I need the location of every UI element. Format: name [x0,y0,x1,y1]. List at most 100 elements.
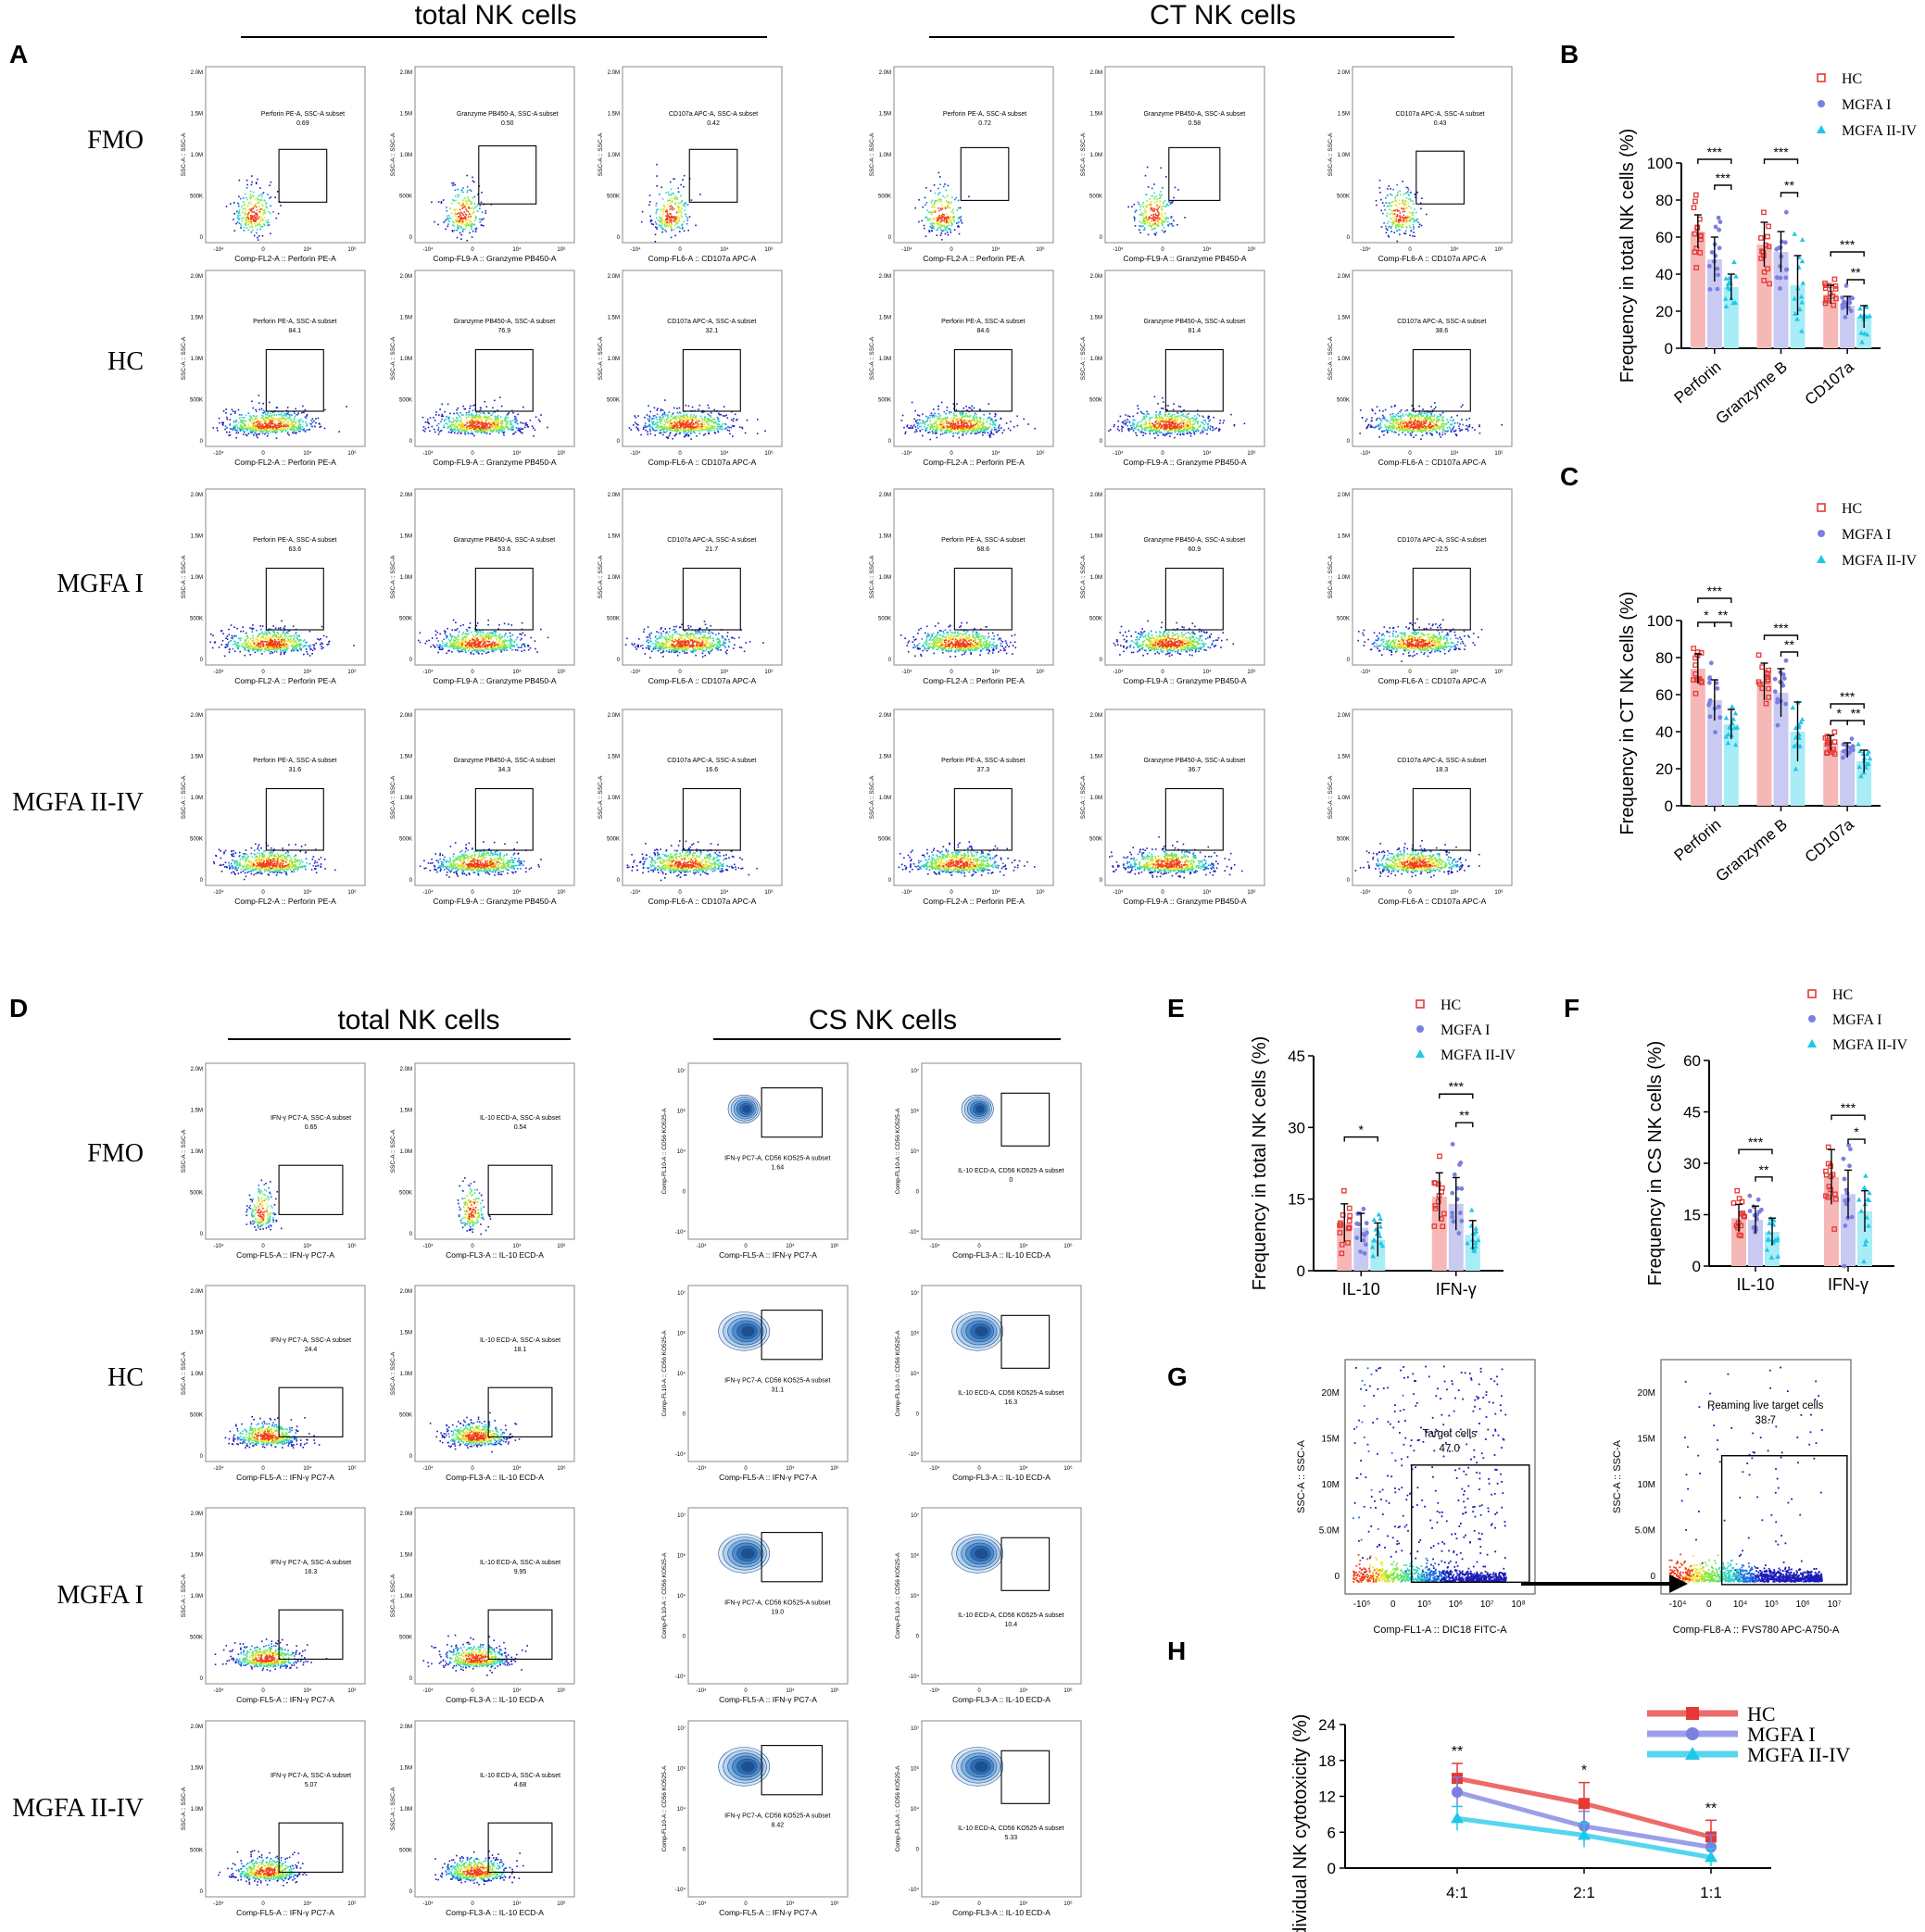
flow-x-tick: 10⁴ [1202,889,1212,896]
flow-x-tick: -10⁴ [630,450,641,457]
significance-bracket [1714,621,1732,627]
flow-x-tick: 0 [1408,451,1412,457]
significance-bracket [1343,1135,1378,1142]
contour-y-tick: 0 [683,1635,686,1640]
contour-y-tick: 10⁴ [677,1148,686,1155]
contour-y-tick: -10⁴ [675,1674,686,1680]
flow-gate [953,348,1013,412]
flow-x-tick: 0 [471,1901,474,1907]
flow-y-tick: 0 [409,878,413,884]
g-x-tick: 10⁷ [1480,1600,1494,1610]
flow-x-tick: 10⁴ [1202,246,1212,253]
flow-y-tick: 2.0M [608,274,620,280]
contour-y-tick: 10⁷ [911,1512,919,1519]
flow-gate [487,1386,553,1437]
flow-x-tick: 10⁶ [557,1243,566,1249]
flow-y-label: SSC-A :: SSC-A [390,555,396,598]
flow-events [245,1179,283,1231]
y-tick-label: 0 [1665,797,1673,815]
gate-label: IFN-γ PC7-A, CD56 KO525-A subset [724,1156,830,1162]
flow-x-tick: 10⁴ [1202,669,1212,675]
significance-label: * [1704,608,1709,622]
gate-label: IL-10 ECD-A, CD56 KO525-A subset [958,1612,1063,1619]
flow-events [418,619,549,655]
flow-y-label: SSC-A :: SSC-A [390,1129,396,1173]
g-y-label: SSC-A :: SSC-A [1612,1439,1623,1513]
flow-x-tick: 10⁶ [347,1901,357,1907]
flow-y-tick: 1.5M [879,112,891,118]
flow-x-tick: -10⁴ [422,1243,434,1249]
gate-value: 5.33 [1005,1835,1018,1841]
bar-points [1792,231,1806,333]
contour-x-tick: 0 [977,1901,981,1907]
g-x-tick: 0 [1706,1600,1712,1610]
contour-y-tick: 10⁷ [911,1068,919,1074]
gate-label: IFN-γ PC7-A, CD56 KO525-A subset [724,1378,830,1385]
gate-label: CD107a APC-A, SSC-A subset [667,319,756,325]
legend-label: MGFA II-IV [1441,1048,1516,1063]
flow-y-label: SSC-A :: SSC-A [1080,555,1087,598]
flow-y-label: SSC-A :: SSC-A [390,775,396,819]
flow-x-label: Comp-FL2-A :: Perforin PE-A [234,458,336,467]
flow-gate [265,787,324,851]
flow-events [626,840,758,882]
significance-label: ** [1784,637,1794,652]
flow-events [1357,618,1483,662]
flow-x-tick: 0 [1161,247,1164,253]
contour-y-tick: -10⁴ [675,1451,686,1458]
flow-x-tick: -10⁴ [422,1465,434,1472]
contour-y-label: Comp-FL10-A :: CD56 KO525-A [895,1108,901,1195]
legend-marker-hc [1415,999,1425,1009]
flow-y-tick: 1.0M [400,1372,412,1377]
contour-y-tick: 10⁶ [677,1766,686,1773]
flow-y-tick: 1.5M [1338,755,1350,760]
gate-value: 31.1 [772,1387,785,1394]
contour-x-label: Comp-FL3-A :: IL-10 ECD-A [952,1908,1051,1917]
flow-y-tick: 2.0M [400,70,412,76]
bar-mgfa_i [1840,750,1856,806]
contour-y-tick: 10⁶ [911,1766,920,1773]
legend-label: HC [1842,71,1862,87]
h-x-tick-label: 2:1 [1573,1884,1595,1901]
flow-y-tick: 500K [1089,837,1102,843]
h-y-axis-label: Individual NK cytotoxicity (%) [1290,1714,1311,1932]
contour-y-tick: 10⁴ [911,1371,920,1377]
flow-y-label: SSC-A :: SSC-A [181,336,187,380]
h-significance: * [1581,1763,1587,1779]
flow-y-tick: 0 [200,878,204,884]
flow-x-label: Comp-FL9-A :: Granzyme PB450-A [1123,897,1247,906]
x-tick-label: Granzyme B [1712,358,1791,428]
significance-label: *** [1840,237,1856,252]
flow-y-tick: 0 [409,439,413,445]
legend-marker-hc [1817,503,1826,512]
flow-events [900,401,1036,441]
legend: HC MGFA I MGFA II-IV [1817,71,1917,139]
flow-x-tick: 10⁴ [991,450,1000,457]
contour-y-tick: 10⁶ [911,1109,920,1115]
flow-x-tick: -10⁴ [422,246,434,253]
flow-x-tick: -10⁴ [1360,450,1371,457]
flow-y-label: SSC-A :: SSC-A [598,132,604,176]
flow-events [1127,166,1186,236]
significance-bracket [1697,158,1732,164]
flow-y-tick: 1.0M [400,1807,412,1813]
contour-y-tick: -10⁴ [675,1229,686,1236]
g-y-tick: 10M [1322,1480,1340,1490]
flow-y-tick: 1.5M [400,534,412,540]
flow-y-tick: 1.0M [879,357,891,362]
g-y-tick: 15M [1638,1435,1655,1445]
contour-x-tick: 0 [744,1688,748,1694]
y-tick-label: 0 [1297,1262,1305,1280]
flow-gate [1412,787,1471,851]
flow-x-tick: 10⁴ [991,246,1000,253]
flow-gate [474,567,534,631]
y-tick-label: 45 [1288,1048,1305,1065]
flow-y-tick: 1.0M [191,796,203,801]
flow-y-tick: 0 [617,658,621,663]
contour-y-tick: 10⁷ [911,1725,919,1732]
